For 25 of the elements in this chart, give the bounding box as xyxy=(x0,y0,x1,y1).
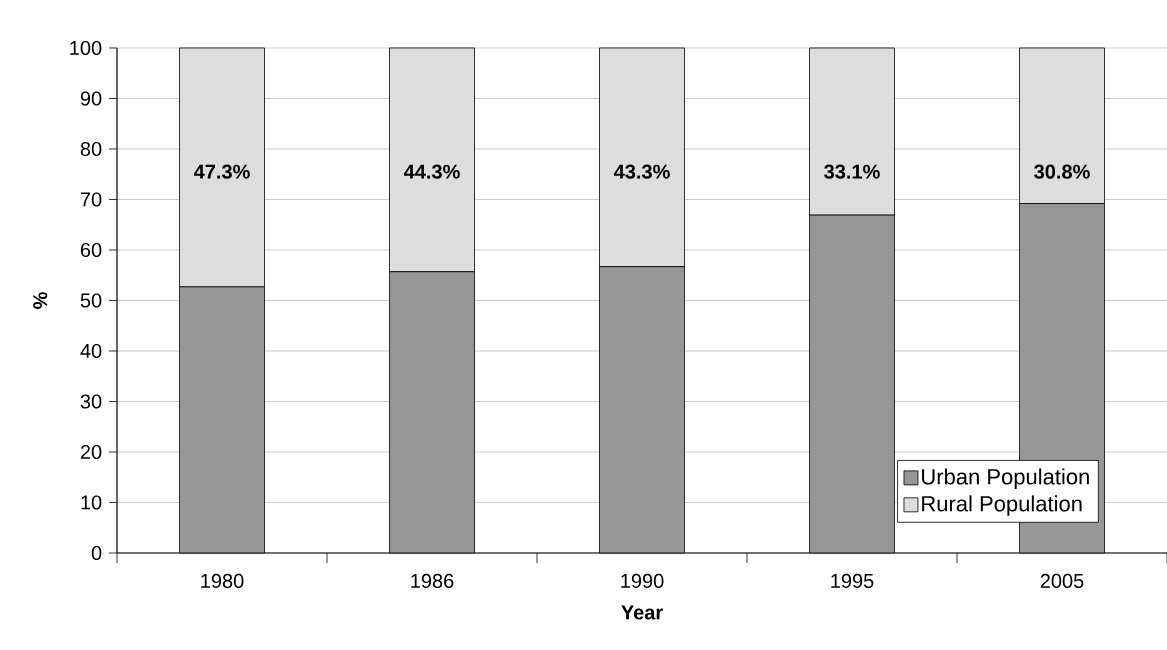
y-tick-label: 40 xyxy=(80,343,102,359)
x-tick-label: 1990 xyxy=(621,573,664,589)
y-tick-label: 100 xyxy=(70,40,102,56)
y-tick-label: 70 xyxy=(80,192,102,207)
data-label: 44.3% xyxy=(403,164,460,179)
x-tick-label: 2005 xyxy=(1040,573,1084,589)
data-label: 47.3% xyxy=(193,164,250,179)
x-tick-label: 1986 xyxy=(411,573,454,589)
data-label: 43.3% xyxy=(613,164,670,179)
y-tick-label: 60 xyxy=(80,242,102,258)
y-tick-label: 90 xyxy=(80,91,102,106)
legend-label: Rural Population xyxy=(922,495,1082,516)
y-tick-label: 50 xyxy=(80,293,102,308)
y-tick-label: 20 xyxy=(80,444,102,460)
y-tick-label: 30 xyxy=(80,394,102,409)
x-tick-label: 1980 xyxy=(201,573,244,589)
y-tick-label: 80 xyxy=(80,141,102,157)
x-axis-title: Year xyxy=(621,605,663,620)
y-tick-label: 10 xyxy=(81,495,102,510)
y-axis-title: % xyxy=(33,292,48,309)
data-label: 33.1% xyxy=(824,164,880,179)
x-tick-label: 1995 xyxy=(831,573,874,589)
data-label: 30.8% xyxy=(1034,164,1090,179)
legend-label: Urban Population xyxy=(922,468,1089,489)
y-tick-label: 0 xyxy=(91,545,102,561)
